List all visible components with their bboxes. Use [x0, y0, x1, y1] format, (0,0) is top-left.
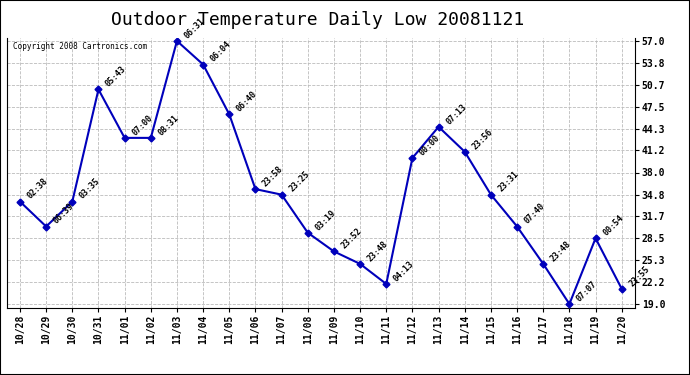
Text: 07:07: 07:07 — [575, 279, 599, 303]
Text: 23:55: 23:55 — [627, 264, 651, 288]
Text: 23:58: 23:58 — [261, 164, 285, 188]
Text: 03:19: 03:19 — [313, 208, 337, 232]
Text: 07:40: 07:40 — [522, 202, 546, 226]
Text: 06:04: 06:04 — [208, 40, 233, 64]
Text: 08:31: 08:31 — [157, 113, 180, 137]
Text: 23:31: 23:31 — [497, 170, 520, 194]
Text: 23:48: 23:48 — [549, 239, 573, 263]
Text: 07:00: 07:00 — [130, 113, 155, 137]
Text: 00:54: 00:54 — [601, 213, 625, 237]
Text: 02:38: 02:38 — [26, 177, 50, 201]
Text: 23:25: 23:25 — [287, 170, 311, 194]
Text: 00:00: 00:00 — [418, 133, 442, 157]
Text: 23:52: 23:52 — [339, 226, 364, 251]
Text: Outdoor Temperature Daily Low 20081121: Outdoor Temperature Daily Low 20081121 — [111, 11, 524, 29]
Text: 05:43: 05:43 — [104, 64, 128, 88]
Text: 23:48: 23:48 — [366, 239, 390, 263]
Text: 07:13: 07:13 — [444, 102, 469, 126]
Text: Copyright 2008 Cartronics.com: Copyright 2008 Cartronics.com — [13, 42, 147, 51]
Text: 06:39: 06:39 — [52, 202, 76, 226]
Text: 23:56: 23:56 — [471, 127, 494, 151]
Text: 03:35: 03:35 — [78, 177, 102, 201]
Text: 06:31: 06:31 — [183, 16, 206, 40]
Text: 06:40: 06:40 — [235, 90, 259, 114]
Text: 04:13: 04:13 — [392, 259, 416, 283]
